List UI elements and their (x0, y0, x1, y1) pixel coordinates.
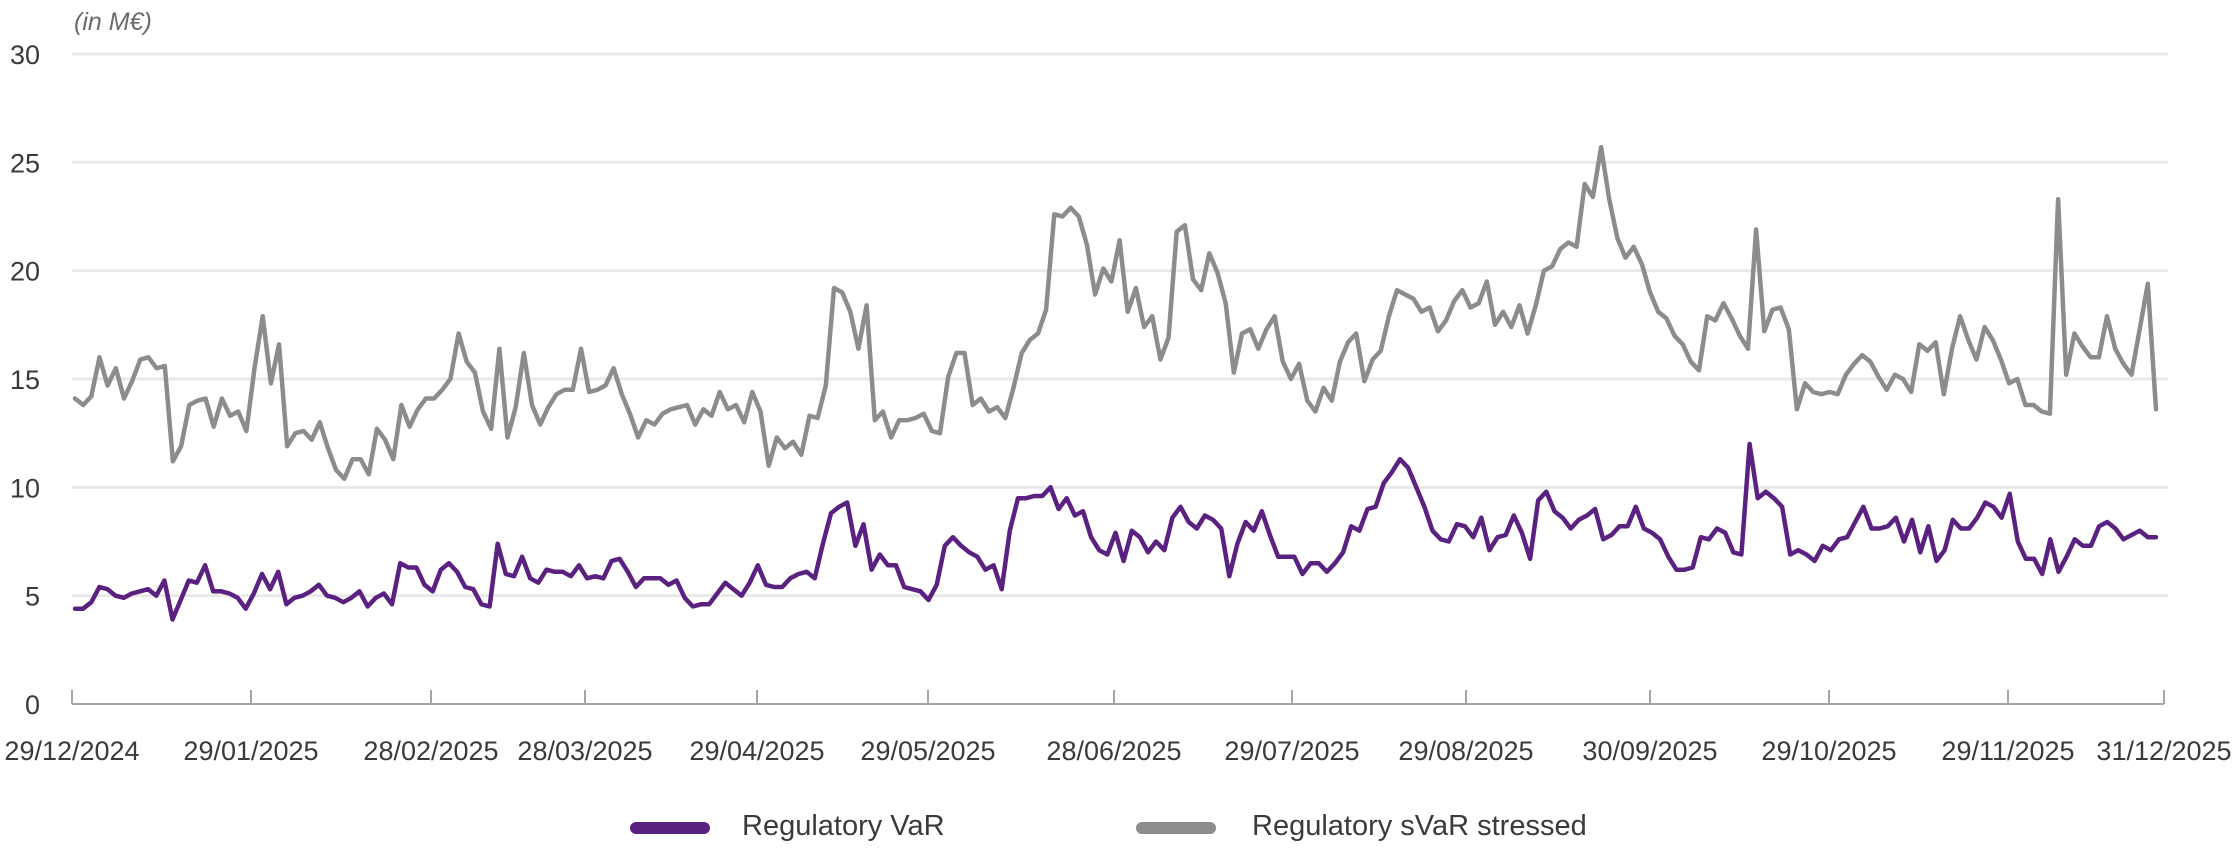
unit-label: (in M€) (74, 8, 152, 36)
legend-item-var: Regulatory VaR (630, 810, 945, 842)
x-tick-label: 29/11/2025 (1941, 736, 2074, 766)
legend-label-var: Regulatory VaR (742, 810, 945, 842)
x-tick-label: 29/08/2025 (1398, 736, 1533, 766)
y-tick-label: 0 (25, 690, 40, 720)
x-tick-label: 29/07/2025 (1224, 736, 1359, 766)
x-axis: 29/12/2024 29/01/2025 28/02/2025 28/03/2025… (4, 690, 2232, 766)
y-tick-label: 30 (10, 40, 40, 70)
x-tick-label: 30/09/2025 (1582, 736, 1717, 766)
x-tick-label: 28/03/2025 (517, 736, 652, 766)
legend: Regulatory VaR Regulatory sVaR stressed (630, 810, 1587, 842)
y-tick-label: 10 (10, 473, 40, 503)
legend-label-svar: Regulatory sVaR stressed (1252, 810, 1587, 842)
legend-item-svar: Regulatory sVaR stressed (1136, 810, 1587, 842)
series-line-var (72, 441, 2159, 622)
x-tick-label: 28/06/2025 (1046, 736, 1181, 766)
x-tick-label: 29/01/2025 (183, 736, 318, 766)
y-tick-label: 5 (25, 582, 40, 612)
y-axis: 0 5 10 15 20 25 30 (10, 40, 40, 720)
x-tick-label: 31/12/2025 (2096, 736, 2231, 766)
x-tick-label: 28/02/2025 (363, 736, 498, 766)
gridlines (72, 52, 2168, 598)
series-line-svar (72, 144, 2159, 481)
y-tick-label: 25 (10, 148, 40, 178)
x-tick-label: 29/12/2024 (4, 736, 139, 766)
y-tick-label: 20 (10, 257, 40, 287)
plot-area (72, 144, 2159, 622)
x-tick-label: 29/10/2025 (1761, 736, 1896, 766)
y-tick-label: 15 (10, 365, 40, 395)
x-tick-label: 29/05/2025 (860, 736, 995, 766)
x-tick-label: 29/04/2025 (689, 736, 824, 766)
